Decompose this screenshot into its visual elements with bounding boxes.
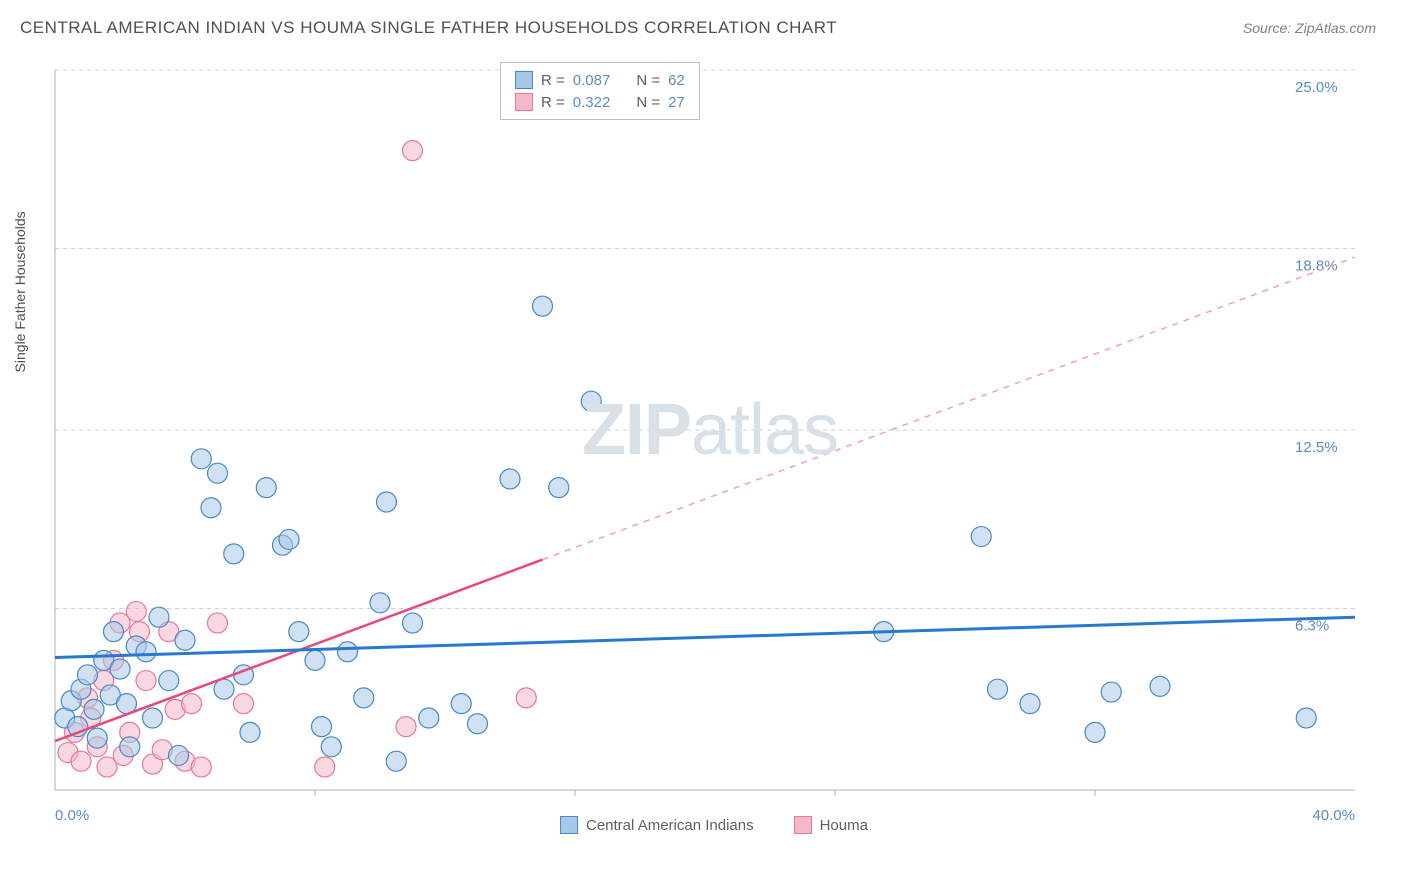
data-point-houma	[396, 717, 416, 737]
data-point-houma	[182, 694, 202, 714]
data-point-houma	[403, 141, 423, 161]
correlation-legend: R = 0.087 N = 62 R = 0.322 N = 27	[500, 62, 700, 120]
legend-n-label: N =	[636, 72, 660, 89]
series-legend: Central American Indians Houma	[560, 816, 868, 834]
data-point-cai	[533, 296, 553, 316]
data-point-cai	[321, 737, 341, 757]
data-point-cai	[224, 544, 244, 564]
data-point-cai	[419, 708, 439, 728]
data-point-cai	[84, 699, 104, 719]
data-point-houma	[71, 751, 91, 771]
data-point-cai	[104, 622, 124, 642]
data-point-cai	[1101, 682, 1121, 702]
legend-n-label: N =	[636, 94, 660, 111]
chart-source: Source: ZipAtlas.com	[1243, 20, 1376, 36]
chart-area: Single Father Households 6.3%12.5%18.8%2…	[50, 60, 1370, 830]
legend-series-label: Houma	[820, 817, 868, 834]
x-tick-label: 0.0%	[55, 807, 89, 824]
data-point-cai	[971, 527, 991, 547]
data-point-cai	[289, 622, 309, 642]
legend-swatch-icon	[560, 816, 578, 834]
legend-series-label: Central American Indians	[586, 817, 754, 834]
legend-r-label: R =	[541, 94, 565, 111]
data-point-cai	[403, 613, 423, 633]
legend-swatch-icon	[515, 93, 533, 111]
data-point-cai	[214, 679, 234, 699]
legend-r-value: 0.322	[573, 94, 611, 111]
data-point-cai	[312, 717, 332, 737]
data-point-houma	[126, 601, 146, 621]
legend-n-value: 62	[668, 72, 685, 89]
data-point-cai	[354, 688, 374, 708]
scatter-plot: 6.3%12.5%18.8%25.0%0.0%40.0%	[50, 60, 1370, 830]
data-point-cai	[87, 728, 107, 748]
trend-line-houma-extrapolated	[543, 257, 1356, 559]
legend-row: R = 0.322 N = 27	[515, 91, 685, 113]
data-point-cai	[370, 593, 390, 613]
data-point-cai	[279, 529, 299, 549]
data-point-cai	[500, 469, 520, 489]
data-point-cai	[169, 745, 189, 765]
data-point-cai	[988, 679, 1008, 699]
data-point-houma	[516, 688, 536, 708]
y-tick-label: 25.0%	[1295, 79, 1338, 96]
data-point-cai	[305, 650, 325, 670]
data-point-cai	[110, 659, 130, 679]
y-axis-label: Single Father Households	[12, 211, 28, 372]
data-point-houma	[208, 613, 228, 633]
legend-n-value: 27	[668, 94, 685, 111]
data-point-cai	[136, 642, 156, 662]
legend-swatch-icon	[515, 71, 533, 89]
x-tick-label: 40.0%	[1312, 807, 1355, 824]
data-point-cai	[451, 694, 471, 714]
trend-line-cai	[55, 617, 1355, 657]
data-point-cai	[338, 642, 358, 662]
data-point-cai	[1085, 722, 1105, 742]
data-point-cai	[78, 665, 98, 685]
data-point-cai	[201, 498, 221, 518]
y-tick-label: 12.5%	[1295, 439, 1338, 456]
data-point-cai	[159, 671, 179, 691]
chart-title: CENTRAL AMERICAN INDIAN VS HOUMA SINGLE …	[20, 18, 837, 38]
legend-row: R = 0.087 N = 62	[515, 69, 685, 91]
data-point-cai	[149, 607, 169, 627]
data-point-cai	[377, 492, 397, 512]
legend-swatch-icon	[794, 816, 812, 834]
legend-r-value: 0.087	[573, 72, 611, 89]
data-point-cai	[208, 463, 228, 483]
data-point-cai	[175, 630, 195, 650]
legend-series-item: Houma	[794, 816, 868, 834]
data-point-cai	[256, 478, 276, 498]
data-point-cai	[468, 714, 488, 734]
legend-r-label: R =	[541, 72, 565, 89]
data-point-cai	[143, 708, 163, 728]
data-point-houma	[315, 757, 335, 777]
data-point-cai	[549, 478, 569, 498]
data-point-houma	[191, 757, 211, 777]
data-point-cai	[1150, 676, 1170, 696]
data-point-cai	[386, 751, 406, 771]
data-point-cai	[120, 737, 140, 757]
data-point-cai	[1296, 708, 1316, 728]
data-point-cai	[1020, 694, 1040, 714]
data-point-houma	[234, 694, 254, 714]
data-point-cai	[581, 391, 601, 411]
data-point-cai	[191, 449, 211, 469]
legend-series-item: Central American Indians	[560, 816, 754, 834]
chart-header: CENTRAL AMERICAN INDIAN VS HOUMA SINGLE …	[0, 0, 1406, 48]
data-point-cai	[240, 722, 260, 742]
data-point-houma	[136, 671, 156, 691]
